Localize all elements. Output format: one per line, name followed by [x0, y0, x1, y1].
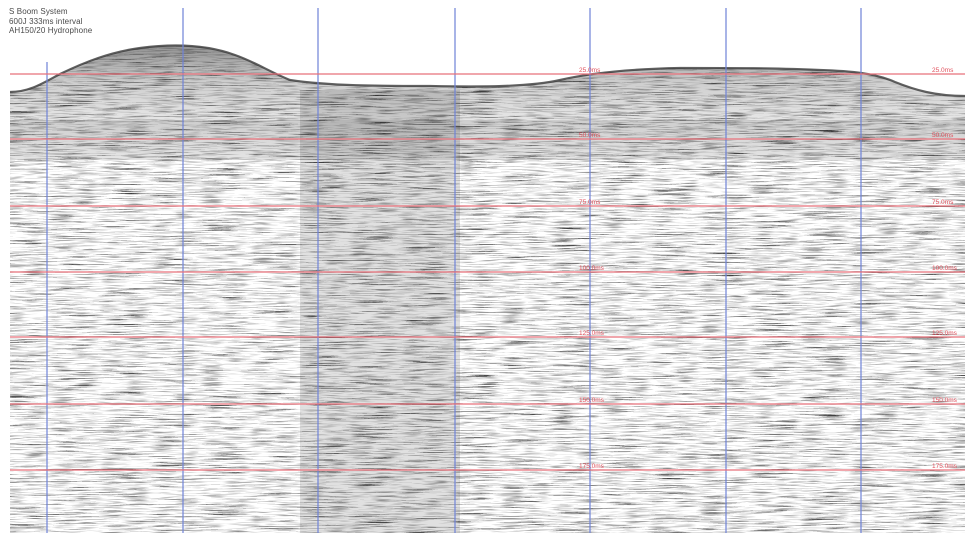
- depth-label: 150.0ms: [579, 397, 605, 404]
- depth-labels: 25.0ms 25.0ms 50.0ms 50.0ms 75.0ms 75.0ms 100.…: [579, 67, 958, 470]
- system-name: S Boom System: [9, 7, 68, 16]
- depth-label: 75.0ms: [579, 199, 601, 206]
- depth-lines: [10, 73, 965, 471]
- depth-label: 175.0ms: [932, 463, 958, 470]
- depth-label: 50.0ms: [932, 132, 954, 139]
- depth-label: 50.0ms: [579, 132, 601, 139]
- depth-label: 175.0ms: [579, 463, 605, 470]
- depth-label: 100.0ms: [932, 265, 958, 272]
- hydrophone-name: AH150/20 Hydrophone: [9, 26, 93, 35]
- depth-label: 25.0ms: [579, 67, 601, 74]
- depth-label: 150.0ms: [932, 397, 958, 404]
- depth-label: 125.0ms: [932, 330, 958, 337]
- depth-label: 25.0ms: [932, 67, 954, 74]
- depth-label: 100.0ms: [579, 265, 605, 272]
- trace-markers: [46, 8, 862, 533]
- depth-label: 125.0ms: [579, 330, 605, 337]
- seismic-texture: [10, 45, 965, 533]
- energy-interval: 600J 333ms interval: [9, 16, 83, 26]
- acquisition-info: S Boom System 600J 333ms interval AH150/…: [9, 7, 92, 36]
- depth-label: 75.0ms: [932, 199, 954, 206]
